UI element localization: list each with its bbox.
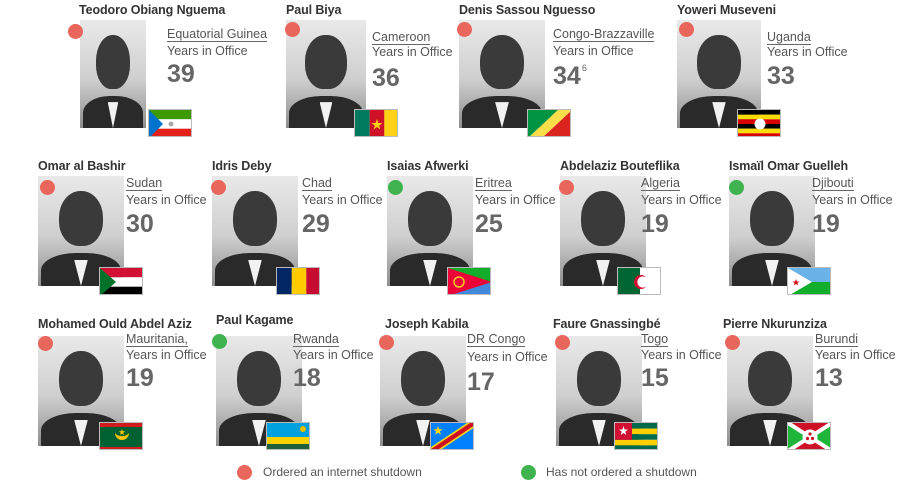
leader-photo — [560, 176, 646, 286]
country-name: Eritrea — [475, 176, 512, 191]
years-in-office-label: Years in Office — [167, 44, 248, 58]
leader-photo — [556, 336, 642, 446]
country-name: Rwanda — [293, 332, 339, 347]
years-in-office-label: Years in Office — [126, 348, 207, 362]
status-dot — [212, 334, 227, 349]
legend-shutdown-label: Ordered an internet shutdown — [263, 465, 422, 479]
country-name: Congo-Brazzaville — [553, 27, 655, 42]
years-in-office-label: Years in Office — [126, 193, 207, 207]
flag-uganda — [737, 109, 781, 137]
years-value: 39 — [167, 60, 195, 88]
legend-no-shutdown-dot — [521, 465, 536, 480]
years-value: 19 — [126, 364, 154, 392]
country-name: Mauritania, — [126, 332, 188, 347]
leader-name: Paul Kagame — [216, 313, 294, 327]
country-name: DR Congo — [467, 332, 526, 347]
flag-sudan — [99, 267, 143, 295]
country-name: Burundi — [815, 332, 859, 347]
status-dot — [68, 24, 83, 39]
years-value: 19 — [641, 210, 669, 238]
legend-shutdown-dot — [237, 465, 252, 480]
leader-photo — [80, 20, 146, 128]
leader-name: Joseph Kabila — [385, 317, 469, 331]
years-value: 17 — [467, 368, 495, 396]
flag-congo-brazzaville — [527, 109, 571, 137]
country-name: Uganda — [767, 30, 811, 45]
leader-name: Ismaïl Omar Guelleh — [729, 159, 848, 173]
years-value: 33 — [767, 62, 795, 90]
years-value: 19 — [812, 210, 840, 238]
status-dot — [38, 336, 53, 351]
years-in-office-label: Years in Office — [372, 45, 453, 59]
status-dot — [559, 180, 574, 195]
leader-photo — [677, 20, 761, 128]
years-in-office-label: Years in Office — [641, 348, 722, 362]
years-in-office-label: Years in Office — [293, 348, 374, 362]
flag-cameroon — [354, 109, 398, 137]
years-in-office-label: Years in Office — [812, 193, 893, 207]
years-value: 18 — [293, 364, 321, 392]
flag-togo — [614, 422, 658, 450]
leader-photo — [286, 20, 366, 128]
years-in-office-label: Years in Office — [767, 45, 848, 59]
years-value: 15 — [641, 364, 669, 392]
status-dot — [211, 180, 226, 195]
flag-eritrea — [447, 267, 491, 295]
status-dot — [555, 335, 570, 350]
years-value: 25 — [475, 210, 503, 238]
status-dot — [729, 180, 744, 195]
leader-name: Abdelaziz Bouteflika — [560, 159, 680, 173]
flag-rwanda — [266, 422, 310, 450]
years-value: 30 — [126, 210, 154, 238]
years-in-office-label: Years in Office — [467, 350, 548, 364]
leader-name: Idris Deby — [212, 159, 272, 173]
flag-burundi — [787, 422, 831, 450]
leader-name: Faure Gnassingbé — [553, 317, 661, 331]
country-name: Sudan — [126, 176, 163, 191]
status-dot — [457, 22, 472, 37]
leader-photo — [38, 176, 124, 286]
country-name: Equatorial Guinea — [167, 27, 268, 42]
leader-name: Omar al Bashir — [38, 159, 126, 173]
leader-name: Mohamed Ould Abdel Aziz — [38, 317, 192, 331]
flag-dr-congo — [430, 422, 474, 450]
status-dot — [679, 22, 694, 37]
status-dot — [379, 335, 394, 350]
country-name: Chad — [302, 176, 332, 191]
flag-chad — [276, 267, 320, 295]
flag-equatorial-guinea — [148, 109, 192, 137]
years-in-office-label: Years in Office — [815, 348, 896, 362]
years-in-office-label: Years in Office — [302, 193, 383, 207]
leader-name: Teodoro Obiang Nguema — [79, 3, 226, 17]
years-in-office-label: Years in Office — [641, 193, 722, 207]
status-dot — [388, 180, 403, 195]
country-name: Djibouti — [812, 176, 854, 191]
legend-no-shutdown-label: Has not ordered a shutdown — [546, 465, 697, 479]
years-in-office-label: Years in Office — [475, 193, 556, 207]
leader-name: Denis Sassou Nguesso — [459, 3, 596, 17]
flag-djibouti — [787, 267, 831, 295]
status-dot — [40, 180, 55, 195]
status-dot — [725, 335, 740, 350]
country-name: Algeria — [641, 176, 680, 191]
years-value: 346 — [553, 62, 587, 90]
years-value: 29 — [302, 210, 330, 238]
country-name: Cameroon — [372, 30, 431, 45]
leader-name: Isaias Afwerki — [387, 159, 469, 173]
leader-name: Pierre Nkurunziza — [723, 317, 827, 331]
years-in-office-label: Years in Office — [553, 44, 634, 58]
status-dot — [285, 22, 300, 37]
leader-photo — [729, 176, 815, 286]
flag-mauritania — [99, 422, 143, 450]
country-name: Togo — [641, 332, 669, 347]
years-value: 36 — [372, 64, 400, 92]
leader-name: Paul Biya — [286, 3, 342, 17]
leader-name: Yoweri Museveni — [677, 3, 776, 17]
footnote-marker: 6 — [581, 63, 587, 73]
years-value: 13 — [815, 364, 843, 392]
flag-algeria — [617, 267, 661, 295]
